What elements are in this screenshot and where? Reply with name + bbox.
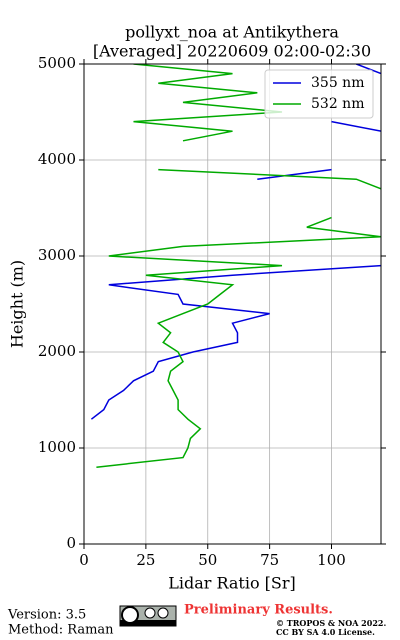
y-tick-label: 1000 xyxy=(38,438,76,456)
copyright: © TROPOS & NOA 2022. xyxy=(276,618,386,628)
y-tick-label: 4000 xyxy=(38,150,76,168)
profile-line xyxy=(90,64,381,420)
y-tick-label: 3000 xyxy=(38,246,76,264)
cc-logo xyxy=(119,605,177,627)
x-tick-label: 100 xyxy=(317,551,346,569)
x-axis-label: Lidar Ratio [Sr] xyxy=(168,574,296,593)
y-tick-label: 2000 xyxy=(38,342,76,360)
x-tick-label: 75 xyxy=(260,551,279,569)
license: CC BY SA 4.0 License. xyxy=(276,627,375,637)
x-tick-label: 25 xyxy=(136,551,155,569)
chart-subtitle: [Averaged] 20220609 02:00-02:30 xyxy=(93,42,371,61)
y-axis-label: Height (m) xyxy=(8,260,27,348)
plot-area xyxy=(90,64,381,468)
x-tick-label: 0 xyxy=(79,551,89,569)
method: Method: Raman xyxy=(8,623,114,638)
chart-title: pollyxt_noa at Antikythera xyxy=(125,23,339,42)
legend-box xyxy=(264,69,374,119)
y-tick-label: 5000 xyxy=(38,54,76,72)
plot-frame xyxy=(83,63,382,545)
preliminary-note: Preliminary Results. xyxy=(184,603,333,618)
profile-line xyxy=(96,64,381,468)
legend-label: 355 nm xyxy=(311,75,364,91)
version: Version: 3.5 xyxy=(7,608,86,623)
y-tick-label: 0 xyxy=(66,534,76,552)
x-tick-label: 50 xyxy=(198,551,217,569)
legend-label: 532 nm xyxy=(311,96,364,112)
